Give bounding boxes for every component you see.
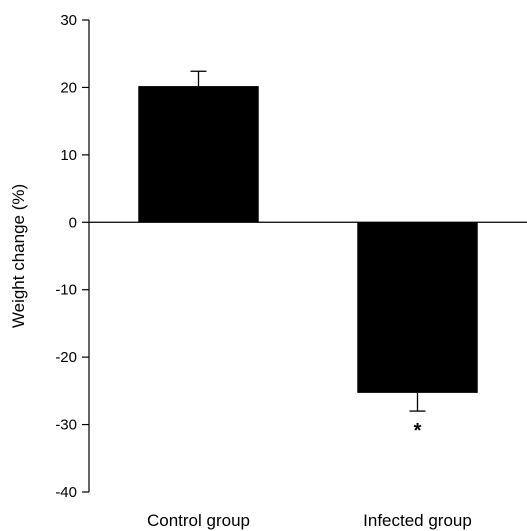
x-tick-label: Control group [147, 511, 250, 530]
bar-infected-group [357, 222, 478, 393]
bar-control-group [138, 86, 259, 223]
annotations: * [414, 420, 422, 442]
y-tick-label: 0 [69, 214, 77, 231]
y-tick-label: -40 [55, 484, 77, 501]
y-tick-label: 10 [60, 147, 77, 164]
y-axis-ticks: 30 20 10 0 -10 -20 -30 -40 [55, 12, 89, 501]
x-tick-label: Infected group [363, 511, 472, 530]
significance-marker: * [414, 420, 422, 442]
bar-series [138, 86, 478, 393]
y-axis-title: Weight change (%) [9, 184, 28, 328]
y-tick-label: -20 [55, 349, 77, 366]
error-bars [190, 70, 426, 412]
x-axis-labels: Control group Infected group [147, 511, 472, 530]
y-tick-label: 20 [60, 79, 77, 96]
y-tick-label: 30 [60, 12, 77, 29]
y-tick-label: -10 [55, 282, 77, 299]
y-tick-label: -30 [55, 417, 77, 434]
